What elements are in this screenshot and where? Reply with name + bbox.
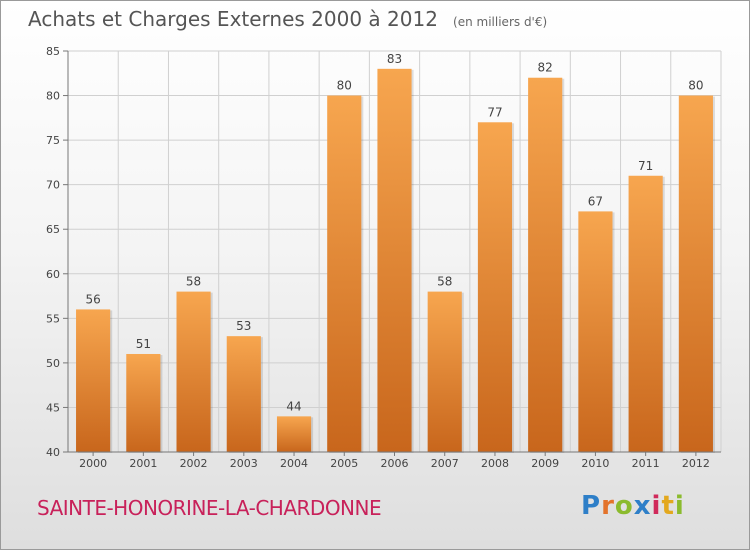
- bar-value-label: 51: [136, 337, 151, 351]
- chart-title: Achats et Charges Externes 2000 à 2012: [28, 7, 438, 31]
- bars: 56 51 58 53 44 80 83 58 77 82 67 71 80: [76, 52, 715, 454]
- y-tick-label: 70: [46, 179, 60, 192]
- x-tick-label: 2006: [381, 457, 409, 470]
- x-tick-label: 2011: [632, 457, 660, 470]
- y-tick-label: 45: [46, 401, 60, 414]
- logo-letter: r: [601, 491, 615, 521]
- bar-value-label: 44: [286, 399, 301, 413]
- bar: [226, 336, 261, 452]
- x-tick-label: 2010: [581, 457, 609, 470]
- bar: [76, 309, 111, 452]
- bar-value-label: 77: [487, 105, 502, 119]
- x-tick-label: 2003: [230, 457, 258, 470]
- bar-value-label: 80: [688, 79, 703, 93]
- bar: [176, 291, 211, 452]
- x-tick-label: 2008: [481, 457, 509, 470]
- y-tick-label: 80: [46, 90, 60, 103]
- x-tick-label: 2009: [531, 457, 559, 470]
- bar-value-label: 83: [387, 52, 402, 66]
- y-tick-label: 60: [46, 268, 60, 281]
- bar-value-label: 80: [337, 79, 352, 93]
- bar-value-label: 82: [538, 61, 553, 75]
- bar: [427, 291, 462, 452]
- bar-value-label: 71: [638, 159, 653, 173]
- x-tick-label: 2012: [682, 457, 710, 470]
- bar: [327, 95, 362, 453]
- bar-value-label: 58: [186, 275, 201, 289]
- chart-subtitle: (en milliers d'€): [453, 15, 548, 29]
- x-tick-label: 2004: [280, 457, 308, 470]
- proxiti-logo: Proxiti: [581, 491, 685, 521]
- logo-letter: P: [581, 491, 602, 521]
- bar: [126, 353, 161, 452]
- y-tick-label: 85: [46, 45, 60, 58]
- bar-value-label: 53: [236, 319, 251, 333]
- logo-letter: x: [633, 491, 652, 521]
- logo-letter: o: [614, 491, 634, 521]
- bar: [628, 175, 663, 452]
- bar-value-label: 58: [437, 275, 452, 289]
- title-area: Achats et Charges Externes 2000 à 2012 (…: [28, 7, 547, 31]
- logo-letter: i: [651, 491, 662, 521]
- bar: [377, 68, 412, 453]
- bar-value-label: 56: [85, 292, 100, 306]
- y-tick-label: 75: [46, 134, 60, 147]
- y-tick-label: 55: [46, 312, 60, 325]
- y-tick-label: 65: [46, 223, 60, 236]
- logo-letter: t: [661, 491, 675, 521]
- axes: 40 45 50 55 60 65 70 75 80 85 2000 2001 2002 2003 2004…: [46, 45, 721, 470]
- y-tick-label: 50: [46, 357, 60, 370]
- logo-letter: i: [674, 491, 685, 521]
- y-tick-label: 40: [46, 446, 60, 459]
- bar: [477, 122, 513, 453]
- bar: [678, 95, 713, 453]
- x-tick-label: 2005: [330, 457, 358, 470]
- x-tick-label: 2001: [129, 457, 157, 470]
- bar: [276, 416, 312, 452]
- x-tick-label: 2002: [180, 457, 208, 470]
- commune-name: SAINTE-HONORINE-LA-CHARDONNE: [37, 496, 382, 520]
- bar-value-label: 67: [588, 194, 603, 208]
- bar: [578, 211, 613, 452]
- bar: [528, 77, 563, 452]
- x-tick-label: 2007: [431, 457, 459, 470]
- x-tick-label: 2000: [79, 457, 107, 470]
